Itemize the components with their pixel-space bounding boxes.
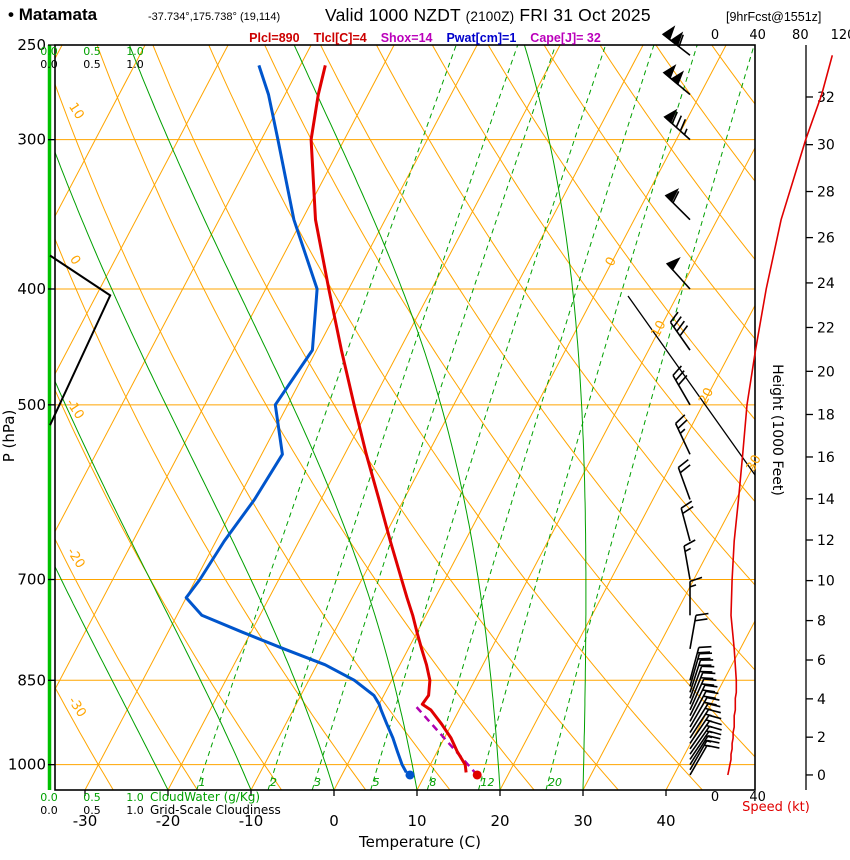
svg-text:0.0: 0.0	[40, 804, 58, 817]
svg-text:10: 10	[407, 812, 426, 830]
svg-text:0.0: 0.0	[40, 58, 58, 71]
index-capej: Cape[J]= 32	[530, 31, 601, 45]
stability-indices-line: Plcl=890 Tlcl[C]=4 Shox=14 Pwat[cm]=1 Cape[J…	[0, 31, 850, 45]
index-shox: Shox=14	[380, 31, 433, 45]
svg-text:1: 1	[199, 776, 206, 789]
svg-text:400: 400	[17, 280, 46, 298]
svg-text:26: 26	[817, 231, 835, 247]
svg-text:20: 20	[817, 364, 835, 380]
svg-text:10: 10	[817, 574, 835, 590]
svg-text:22: 22	[817, 320, 835, 336]
svg-text:1000: 1000	[8, 756, 46, 774]
svg-text:0: 0	[711, 28, 719, 43]
svg-text:0.0: 0.0	[40, 791, 58, 804]
station-name: • Matamata	[8, 5, 98, 24]
svg-text:0: 0	[66, 253, 83, 268]
svg-text:5: 5	[373, 776, 380, 789]
speed-axis-title: Speed (kt)	[742, 800, 810, 815]
svg-text:0: 0	[711, 790, 719, 805]
svg-text:-30: -30	[73, 812, 98, 830]
svg-text:20: 20	[548, 776, 562, 789]
svg-text:0.5: 0.5	[83, 804, 101, 817]
svg-text:500: 500	[17, 396, 46, 414]
title-bar: • Matamata -37.734°,175.738° (19,114) Va…	[0, 0, 850, 30]
background-grid	[55, 45, 755, 790]
svg-text:10: 10	[649, 318, 670, 340]
index-plcl: Plcl=890	[249, 31, 300, 45]
svg-text:-20: -20	[63, 545, 87, 571]
svg-text:2: 2	[270, 776, 277, 789]
svg-text:40: 40	[656, 812, 675, 830]
svg-text:80: 80	[792, 28, 809, 43]
svg-text:120: 120	[831, 28, 850, 43]
svg-text:-10: -10	[239, 812, 264, 830]
valid-time: Valid 1000 NZDT (2100Z) FRI 31 Oct 2025	[325, 5, 651, 25]
svg-text:2: 2	[817, 730, 826, 746]
plot-frame	[54, 44, 756, 791]
svg-text:850: 850	[17, 671, 46, 689]
svg-text:0.0: 0.0	[40, 45, 58, 58]
svg-text:6: 6	[817, 653, 826, 669]
svg-text:0: 0	[817, 768, 826, 784]
svg-text:40: 40	[749, 790, 766, 805]
surface-dots	[405, 770, 482, 780]
svg-text:8: 8	[817, 614, 826, 630]
svg-text:20: 20	[490, 812, 509, 830]
svg-text:8: 8	[429, 776, 436, 789]
cloud-profiles	[47, 45, 112, 790]
svg-text:300: 300	[17, 131, 46, 149]
cloudiness-axis-title: Grid-Scale Cloudiness	[150, 803, 281, 817]
svg-text:12: 12	[817, 533, 835, 549]
svg-text:16: 16	[817, 450, 835, 466]
svg-text:-20: -20	[156, 812, 181, 830]
svg-text:0.5: 0.5	[83, 791, 101, 804]
svg-text:-30: -30	[65, 694, 89, 720]
wind-barbs	[661, 25, 722, 776]
pressure-axis-title: P (hPa)	[0, 410, 18, 463]
svg-text:1.0: 1.0	[126, 791, 144, 804]
svg-text:14: 14	[817, 492, 835, 508]
svg-text:40: 40	[749, 28, 766, 43]
svg-text:30: 30	[573, 812, 592, 830]
forecast-reference: [9hrFcst@1551z]	[726, 10, 822, 24]
temperature-axis-title: Temperature (C)	[358, 833, 481, 851]
index-pwatcm: Pwat[cm]=1	[446, 31, 517, 45]
height-axis-title: Height (1000 Feet)	[769, 364, 785, 496]
svg-text:0.5: 0.5	[83, 58, 101, 71]
svg-text:-10: -10	[63, 396, 87, 422]
svg-text:30: 30	[744, 453, 765, 475]
svg-text:12: 12	[481, 776, 495, 789]
svg-text:1.0: 1.0	[126, 58, 144, 71]
svg-text:30: 30	[817, 138, 835, 154]
station-coords: -37.734°,175.738° (19,114)	[148, 11, 281, 23]
svg-text:250: 250	[17, 36, 46, 54]
svg-text:28: 28	[817, 185, 835, 201]
svg-text:24: 24	[817, 276, 835, 292]
svg-text:0.5: 0.5	[83, 45, 101, 58]
svg-text:0: 0	[329, 812, 339, 830]
svg-text:20: 20	[696, 385, 717, 407]
svg-text:3: 3	[314, 776, 321, 789]
svg-text:4: 4	[817, 692, 826, 708]
svg-text:18: 18	[817, 407, 835, 423]
svg-text:1.0: 1.0	[126, 45, 144, 58]
cloudwater-axis-title: CloudWater (g/Kg)	[150, 790, 260, 804]
right-axes: 0246810121416182022242628303204080120040	[711, 28, 850, 805]
sounding-curves	[184, 64, 479, 776]
svg-text:0: 0	[603, 255, 620, 269]
index-tlclc: Tlcl[C]=4	[313, 31, 367, 45]
svg-text:1.0: 1.0	[126, 804, 144, 817]
svg-text:700: 700	[17, 571, 46, 589]
